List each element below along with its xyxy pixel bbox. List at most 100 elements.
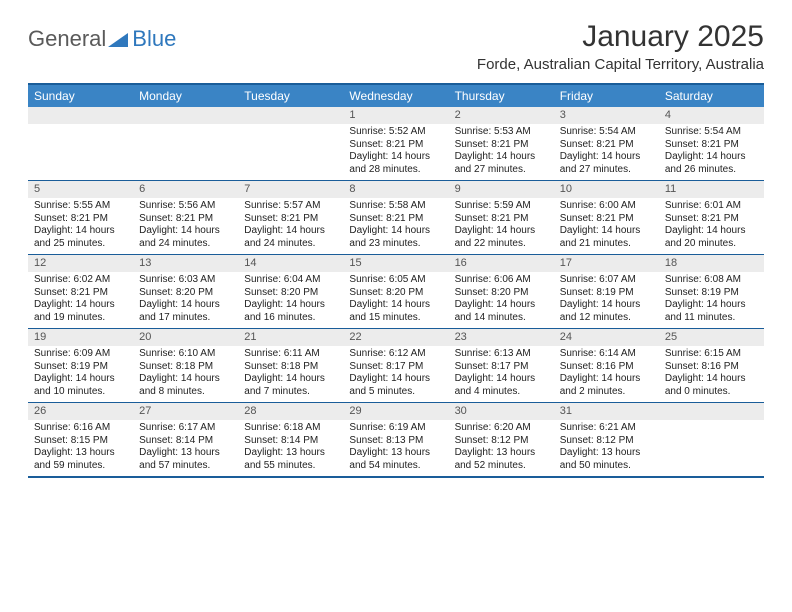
weekday-label: Friday — [554, 85, 659, 107]
sunset-line: Sunset: 8:17 PM — [455, 361, 548, 374]
day-details — [238, 124, 343, 126]
day-number: 21 — [238, 329, 343, 346]
weekday-label: Sunday — [28, 85, 133, 107]
daylight-line: Daylight: 14 hours and 24 minutes. — [244, 225, 337, 250]
daylight-line: Daylight: 14 hours and 23 minutes. — [349, 225, 442, 250]
calendar-cell — [133, 107, 238, 180]
daylight-line: Daylight: 14 hours and 8 minutes. — [139, 373, 232, 398]
sunrise-line: Sunrise: 6:02 AM — [34, 274, 127, 287]
calendar-cell: 14Sunrise: 6:04 AMSunset: 8:20 PMDayligh… — [238, 255, 343, 328]
day-details: Sunrise: 6:20 AMSunset: 8:12 PMDaylight:… — [449, 420, 554, 472]
sunrise-line: Sunrise: 6:19 AM — [349, 422, 442, 435]
sunrise-line: Sunrise: 6:13 AM — [455, 348, 548, 361]
day-number — [659, 403, 764, 420]
day-number: 10 — [554, 181, 659, 198]
calendar-cell: 29Sunrise: 6:19 AMSunset: 8:13 PMDayligh… — [343, 403, 448, 476]
month-title: January 2025 — [477, 20, 764, 54]
sunrise-line: Sunrise: 5:58 AM — [349, 200, 442, 213]
daylight-line: Daylight: 14 hours and 22 minutes. — [455, 225, 548, 250]
sunset-line: Sunset: 8:21 PM — [455, 139, 548, 152]
day-number — [28, 107, 133, 124]
calendar-cell: 15Sunrise: 6:05 AMSunset: 8:20 PMDayligh… — [343, 255, 448, 328]
sunrise-line: Sunrise: 6:01 AM — [665, 200, 758, 213]
daylight-line: Daylight: 13 hours and 50 minutes. — [560, 447, 653, 472]
calendar-cell: 24Sunrise: 6:14 AMSunset: 8:16 PMDayligh… — [554, 329, 659, 402]
calendar-cell: 25Sunrise: 6:15 AMSunset: 8:16 PMDayligh… — [659, 329, 764, 402]
calendar-cell: 3Sunrise: 5:54 AMSunset: 8:21 PMDaylight… — [554, 107, 659, 180]
calendar-cell: 28Sunrise: 6:18 AMSunset: 8:14 PMDayligh… — [238, 403, 343, 476]
day-details: Sunrise: 6:08 AMSunset: 8:19 PMDaylight:… — [659, 272, 764, 324]
sunset-line: Sunset: 8:21 PM — [455, 213, 548, 226]
day-number: 23 — [449, 329, 554, 346]
calendar-cell: 4Sunrise: 5:54 AMSunset: 8:21 PMDaylight… — [659, 107, 764, 180]
sunset-line: Sunset: 8:12 PM — [560, 435, 653, 448]
day-number: 11 — [659, 181, 764, 198]
calendar-week: 5Sunrise: 5:55 AMSunset: 8:21 PMDaylight… — [28, 181, 764, 255]
calendar-week: 1Sunrise: 5:52 AMSunset: 8:21 PMDaylight… — [28, 107, 764, 181]
title-block: January 2025 Forde, Australian Capital T… — [477, 20, 764, 73]
day-number: 8 — [343, 181, 448, 198]
sunset-line: Sunset: 8:21 PM — [665, 213, 758, 226]
sunset-line: Sunset: 8:16 PM — [665, 361, 758, 374]
logo: General Blue — [28, 26, 176, 52]
day-number: 29 — [343, 403, 448, 420]
sunrise-line: Sunrise: 6:20 AM — [455, 422, 548, 435]
day-details: Sunrise: 6:15 AMSunset: 8:16 PMDaylight:… — [659, 346, 764, 398]
daylight-line: Daylight: 14 hours and 5 minutes. — [349, 373, 442, 398]
sunrise-line: Sunrise: 5:54 AM — [665, 126, 758, 139]
sunrise-line: Sunrise: 6:10 AM — [139, 348, 232, 361]
sunset-line: Sunset: 8:21 PM — [560, 213, 653, 226]
calendar-cell: 1Sunrise: 5:52 AMSunset: 8:21 PMDaylight… — [343, 107, 448, 180]
daylight-line: Daylight: 14 hours and 11 minutes. — [665, 299, 758, 324]
sunrise-line: Sunrise: 5:54 AM — [560, 126, 653, 139]
sunrise-line: Sunrise: 6:05 AM — [349, 274, 442, 287]
day-number: 27 — [133, 403, 238, 420]
calendar-cell — [238, 107, 343, 180]
day-details: Sunrise: 6:00 AMSunset: 8:21 PMDaylight:… — [554, 198, 659, 250]
weekday-label: Monday — [133, 85, 238, 107]
sunrise-line: Sunrise: 6:12 AM — [349, 348, 442, 361]
calendar-cell: 12Sunrise: 6:02 AMSunset: 8:21 PMDayligh… — [28, 255, 133, 328]
day-number: 2 — [449, 107, 554, 124]
logo-text-general: General — [28, 26, 106, 52]
sunset-line: Sunset: 8:14 PM — [244, 435, 337, 448]
calendar-cell: 5Sunrise: 5:55 AMSunset: 8:21 PMDaylight… — [28, 181, 133, 254]
day-details: Sunrise: 6:13 AMSunset: 8:17 PMDaylight:… — [449, 346, 554, 398]
day-number: 6 — [133, 181, 238, 198]
day-number: 12 — [28, 255, 133, 272]
day-details: Sunrise: 6:07 AMSunset: 8:19 PMDaylight:… — [554, 272, 659, 324]
calendar-cell: 8Sunrise: 5:58 AMSunset: 8:21 PMDaylight… — [343, 181, 448, 254]
day-number: 3 — [554, 107, 659, 124]
day-number: 28 — [238, 403, 343, 420]
daylight-line: Daylight: 13 hours and 57 minutes. — [139, 447, 232, 472]
daylight-line: Daylight: 13 hours and 59 minutes. — [34, 447, 127, 472]
sunset-line: Sunset: 8:18 PM — [244, 361, 337, 374]
day-number: 7 — [238, 181, 343, 198]
page: General Blue January 2025 Forde, Austral… — [0, 0, 792, 488]
daylight-line: Daylight: 13 hours and 52 minutes. — [455, 447, 548, 472]
sunset-line: Sunset: 8:19 PM — [665, 287, 758, 300]
calendar-cell: 18Sunrise: 6:08 AMSunset: 8:19 PMDayligh… — [659, 255, 764, 328]
sunrise-line: Sunrise: 5:57 AM — [244, 200, 337, 213]
calendar-week: 19Sunrise: 6:09 AMSunset: 8:19 PMDayligh… — [28, 329, 764, 403]
calendar-cell: 7Sunrise: 5:57 AMSunset: 8:21 PMDaylight… — [238, 181, 343, 254]
sunset-line: Sunset: 8:19 PM — [34, 361, 127, 374]
sunrise-line: Sunrise: 6:17 AM — [139, 422, 232, 435]
daylight-line: Daylight: 14 hours and 21 minutes. — [560, 225, 653, 250]
calendar-cell: 27Sunrise: 6:17 AMSunset: 8:14 PMDayligh… — [133, 403, 238, 476]
daylight-line: Daylight: 14 hours and 15 minutes. — [349, 299, 442, 324]
calendar-cell: 10Sunrise: 6:00 AMSunset: 8:21 PMDayligh… — [554, 181, 659, 254]
day-number: 26 — [28, 403, 133, 420]
sunrise-line: Sunrise: 6:06 AM — [455, 274, 548, 287]
day-number: 13 — [133, 255, 238, 272]
logo-triangle-icon — [108, 30, 130, 48]
calendar: SundayMondayTuesdayWednesdayThursdayFrid… — [28, 83, 764, 478]
sunrise-line: Sunrise: 6:14 AM — [560, 348, 653, 361]
sunset-line: Sunset: 8:17 PM — [349, 361, 442, 374]
sunset-line: Sunset: 8:20 PM — [244, 287, 337, 300]
calendar-cell: 22Sunrise: 6:12 AMSunset: 8:17 PMDayligh… — [343, 329, 448, 402]
calendar-cell: 17Sunrise: 6:07 AMSunset: 8:19 PMDayligh… — [554, 255, 659, 328]
sunset-line: Sunset: 8:21 PM — [665, 139, 758, 152]
sunset-line: Sunset: 8:16 PM — [560, 361, 653, 374]
daylight-line: Daylight: 14 hours and 26 minutes. — [665, 151, 758, 176]
